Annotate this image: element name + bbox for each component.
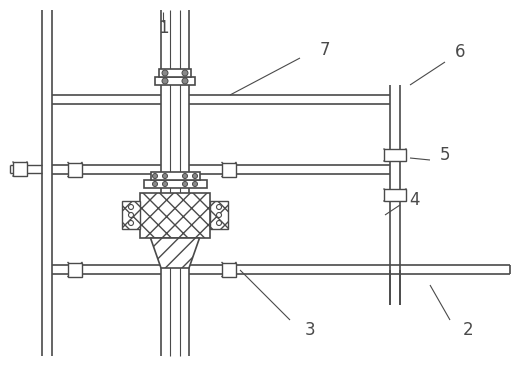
Circle shape xyxy=(129,220,133,225)
Text: 1: 1 xyxy=(158,19,168,37)
Circle shape xyxy=(152,173,158,179)
Text: 5: 5 xyxy=(440,146,450,164)
Text: 4: 4 xyxy=(410,191,420,209)
Circle shape xyxy=(129,205,133,209)
Circle shape xyxy=(182,70,188,76)
Circle shape xyxy=(183,173,187,179)
Circle shape xyxy=(162,173,168,179)
Bar xyxy=(384,149,406,161)
Circle shape xyxy=(182,78,188,84)
Bar xyxy=(384,189,406,201)
Circle shape xyxy=(152,182,158,187)
Bar xyxy=(122,201,140,229)
Bar xyxy=(68,163,82,176)
Circle shape xyxy=(216,220,222,225)
Polygon shape xyxy=(150,238,199,268)
Bar xyxy=(13,162,27,176)
Bar xyxy=(150,172,199,180)
Text: 2: 2 xyxy=(463,321,473,339)
Text: 3: 3 xyxy=(305,321,315,339)
Circle shape xyxy=(193,182,197,187)
Circle shape xyxy=(162,70,168,76)
Circle shape xyxy=(216,205,222,209)
Text: 7: 7 xyxy=(320,41,330,59)
Bar xyxy=(155,77,195,85)
Text: 6: 6 xyxy=(455,43,465,61)
Bar xyxy=(222,163,236,176)
Bar xyxy=(140,193,210,238)
Bar xyxy=(143,180,206,188)
Circle shape xyxy=(129,213,133,217)
Circle shape xyxy=(216,213,222,217)
Bar xyxy=(210,201,228,229)
Bar xyxy=(68,262,82,276)
Circle shape xyxy=(183,182,187,187)
Bar xyxy=(222,262,236,276)
Bar xyxy=(159,69,191,77)
Circle shape xyxy=(162,182,168,187)
Circle shape xyxy=(193,173,197,179)
Circle shape xyxy=(162,78,168,84)
